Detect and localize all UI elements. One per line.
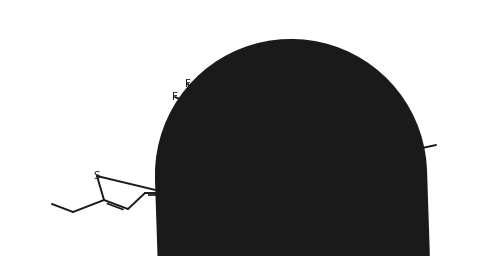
Text: O: O bbox=[334, 101, 342, 111]
Text: S: S bbox=[393, 167, 399, 177]
Text: N: N bbox=[244, 135, 252, 145]
Text: F: F bbox=[209, 70, 215, 80]
Text: O: O bbox=[374, 93, 382, 103]
Text: F: F bbox=[172, 92, 178, 102]
Text: S: S bbox=[94, 171, 100, 181]
Text: F: F bbox=[185, 79, 191, 89]
Text: HN: HN bbox=[305, 155, 320, 165]
Text: O: O bbox=[291, 191, 299, 201]
Text: N: N bbox=[192, 204, 200, 214]
